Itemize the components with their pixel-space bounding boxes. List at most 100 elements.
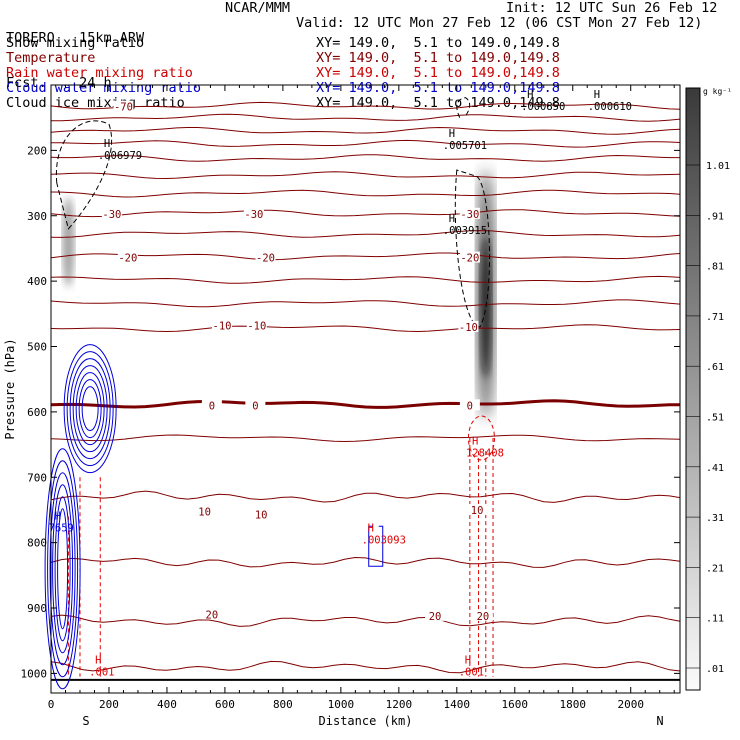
y-tick-label: 900 [27, 602, 47, 615]
contour-label-background [201, 399, 222, 411]
section-start-label: S [82, 714, 89, 728]
colorbar-label: .91 [706, 211, 724, 222]
contour-label: 20 [206, 610, 219, 622]
model-label: TORERO 15km ARW [6, 30, 145, 46]
center-label: NCAR/MMM [225, 0, 291, 16]
maximum-label: .003915 [443, 225, 487, 237]
contour-label: -20 [118, 253, 137, 265]
contour-label: -30 [460, 209, 479, 221]
x-tick-label: 2000 [617, 698, 644, 711]
contour-label-background [425, 609, 446, 621]
isotherm-line [50, 252, 681, 261]
header-left: TORERO 15km ARW Fcst. 24 h [6, 1, 144, 106]
contour-label-background [101, 207, 122, 219]
snow-contour [454, 169, 491, 328]
contour-label-background [246, 319, 267, 331]
rain-contour [467, 415, 495, 461]
y-tick-label: 600 [27, 406, 47, 419]
colorbar-label: .61 [706, 362, 724, 373]
cloud-water-contour [66, 351, 114, 467]
maximum-marker: H [594, 89, 600, 101]
colorbar-units: g kg⁻¹ [703, 87, 732, 96]
maximum-marker: H [465, 654, 471, 666]
contour-label: 0 [252, 400, 258, 412]
x-tick-label: 1400 [444, 698, 471, 711]
forecast-label: Fcst. 24 h [6, 75, 112, 91]
colorbar-label: .21 [706, 563, 724, 574]
colorbar-bar [685, 87, 701, 691]
contour-label-background [212, 319, 233, 331]
contour-label-background [459, 251, 480, 263]
legend-section-coords: XY= 149.0, 5.1 to 149.0,149.8 [316, 65, 560, 81]
contour-label: 0 [209, 400, 215, 412]
snow-shading [62, 169, 495, 420]
x-tick-label: 1600 [502, 698, 529, 711]
maximum-marker: H [104, 138, 110, 150]
maximum-marker: H [368, 522, 374, 534]
valid-label: Valid: 12 UTC Mon 27 Feb 12 (06 CST Mon … [296, 15, 703, 31]
legend-label: Cloud water mixing ratio [6, 80, 202, 96]
legend-section-coords: XY= 149.0, 5.1 to 149.0,149.8 [316, 95, 560, 111]
contour-label: -10 [459, 322, 478, 334]
y-tick-label: 300 [27, 210, 47, 223]
contour-label: 20 [477, 611, 490, 623]
contour-label: -70 [114, 102, 133, 114]
maximum-marker: H [95, 654, 101, 666]
x-tick-label: 600 [215, 698, 235, 711]
contour-label: 20 [429, 611, 442, 623]
y-tick-label: 700 [27, 471, 47, 484]
cloud-water-contour [72, 365, 108, 453]
isotherm-line [50, 490, 681, 503]
maximum-label: .005701 [443, 140, 487, 152]
x-tick-label: 200 [99, 698, 119, 711]
contour-label-background [472, 609, 493, 621]
x-tick-label: 1000 [328, 698, 355, 711]
plot-border [50, 84, 681, 694]
contour-label-background [194, 505, 215, 517]
contour-label-background [245, 399, 266, 411]
isotherm-line [50, 275, 681, 284]
contour-label-background [458, 320, 479, 332]
contour-label-background [467, 503, 488, 515]
contour-label: 10 [198, 506, 211, 518]
section-end-label: N [656, 714, 663, 728]
cloud-water-contour [78, 379, 102, 439]
y-tick-label: 500 [27, 341, 47, 354]
isotherm-line [50, 324, 681, 333]
maximum-label: 7659 [49, 523, 74, 535]
legend-label: Snow mixing ratio [6, 35, 145, 51]
contour-label: -10 [247, 321, 266, 333]
cloud-water-contour [47, 460, 79, 678]
snow-shading-column [62, 196, 75, 287]
maximum-label: .006979 [98, 150, 142, 162]
cloud-water-contour [57, 508, 69, 630]
x-tick-label: 800 [273, 698, 293, 711]
isotherm-line [50, 614, 681, 627]
contour-label-background [459, 399, 480, 411]
cloud-water-contour [81, 386, 99, 432]
contour-label: -30 [102, 209, 121, 221]
maximum-marker: H [472, 435, 478, 447]
maximum-label: 128408 [466, 447, 504, 459]
maximum-marker: H [449, 128, 455, 140]
snow-contour [456, 97, 471, 118]
maximum-label: .003093 [362, 534, 406, 546]
cloud-water-contour [52, 484, 74, 654]
colorbar-label: .31 [706, 513, 724, 524]
isotherm-line [50, 126, 681, 135]
isotherm-line [51, 139, 681, 148]
contour-label-background [459, 207, 480, 219]
cloud-water-contour [63, 344, 117, 474]
contour-label: -10 [213, 321, 232, 333]
colorbar-label: .81 [706, 262, 724, 273]
cloud-water-contour [75, 372, 105, 446]
cloud-water-contour [54, 496, 71, 642]
maximum-label: .000850 [521, 101, 565, 113]
colorbar-label: .71 [706, 312, 724, 323]
axes: 0 200 400 600 800 1000 1200 1400 1600 1800 2000200… [3, 85, 680, 728]
cloud-water-contour [44, 448, 81, 690]
legend-section-coords: XY= 149.0, 5.1 to 149.0,149.8 [316, 50, 560, 66]
cloud-water-contour [49, 472, 76, 666]
contour-label-background [243, 207, 264, 219]
contour-label: -20 [460, 253, 479, 265]
